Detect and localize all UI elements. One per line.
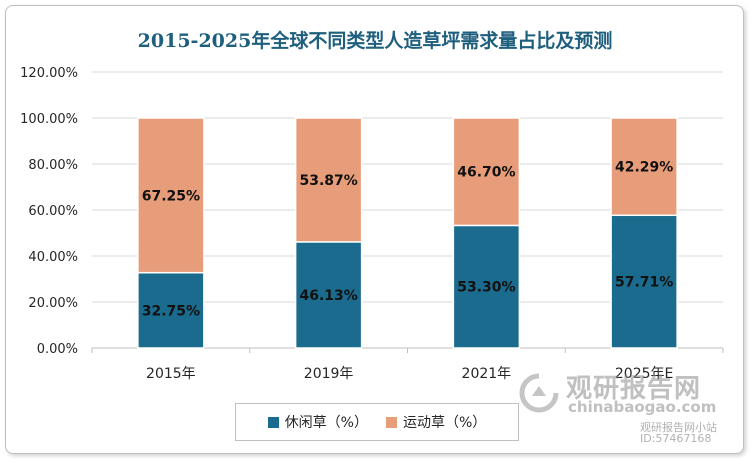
y-tick-label: 60.00% [28, 204, 78, 219]
data-label: 46.13% [299, 288, 357, 304]
watermark-small: 观研报告网小站 [640, 421, 717, 434]
bar-segment [294, 117, 363, 243]
data-label: 32.75% [142, 303, 200, 319]
x-axis-labels: 2015年 2019年 2021年 2025年E [146, 366, 673, 382]
y-axis-ticks: 0.00% 20.00% 40.00% 60.00% 80.00% 100.00% 120.… [20, 66, 78, 357]
bar-segment [452, 224, 521, 349]
x-category-label: 2019年 [304, 366, 354, 382]
bar-segment [610, 214, 678, 349]
data-label: 53.30% [457, 280, 515, 296]
x-category-label: 2021年 [462, 366, 512, 382]
bar-segment [137, 117, 205, 274]
legend-item-leisure: 休闲草（%） [267, 412, 368, 432]
data-label: 46.70% [457, 165, 515, 181]
watermark-name: 观研报告网 [566, 374, 702, 404]
y-tick-label: 80.00% [28, 158, 78, 173]
legend-label-leisure: 休闲草（%） [284, 415, 368, 431]
chart-title: 2015-2025年全球不同类型人造草坪需求量占比及预测 [137, 30, 613, 52]
data-label: 42.29% [615, 160, 673, 176]
y-tick-label: 0.00% [37, 342, 78, 357]
data-label: 57.71% [615, 275, 673, 291]
bar-segment [610, 117, 678, 217]
data-labels: 32.75% 67.25% 46.13% 53.87% 53.30% 46.70% 57.7… [142, 160, 674, 320]
watermark-id: ID:57467168 [640, 432, 712, 445]
y-tick-label: 40.00% [28, 250, 78, 265]
legend: 休闲草（%） 运动草（%） [235, 403, 519, 441]
y-tick-label: 20.00% [28, 296, 78, 311]
y-tick-label: 100.00% [20, 112, 78, 127]
bar-segment [452, 117, 521, 227]
bar-segment [294, 241, 363, 349]
bars [137, 117, 678, 349]
watermark-logo-icon [519, 373, 559, 413]
x-category-label: 2025年E [615, 366, 673, 382]
legend-swatch-leisure [267, 416, 279, 428]
legend-swatch-sport [386, 416, 397, 428]
data-label: 67.25% [142, 188, 200, 204]
data-label: 53.87% [299, 173, 357, 189]
legend-label-sport: 运动草（%） [403, 415, 487, 431]
y-tick-label: 120.00% [20, 66, 78, 81]
watermark-url: chinabaogao.com [568, 398, 717, 416]
x-category-label: 2015年 [146, 366, 196, 382]
legend-item-sport: 运动草（%） [386, 412, 486, 432]
